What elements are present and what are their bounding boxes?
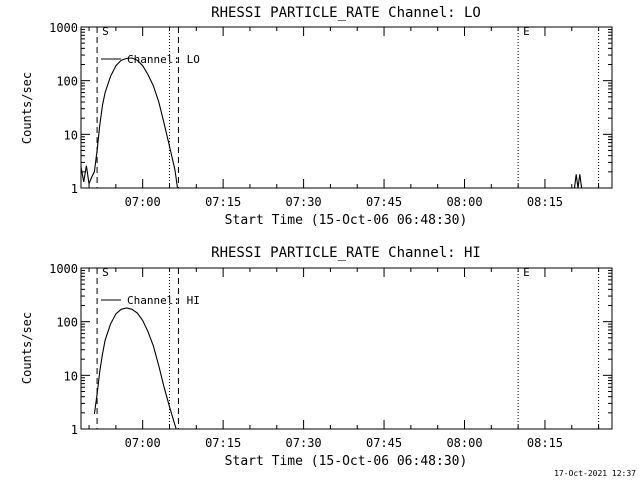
y-tick-label: 10 bbox=[64, 369, 78, 383]
y-axis-label: Counts/sec bbox=[20, 72, 34, 144]
x-tick-label: 07:15 bbox=[205, 195, 241, 209]
panel-lo: RHESSI PARTICLE_RATE Channel: LO Counts/… bbox=[20, 5, 613, 228]
y-tick-label: 1 bbox=[71, 182, 78, 196]
legend-label: Channel: HI bbox=[127, 294, 200, 307]
x-tick-label: 08:00 bbox=[446, 436, 482, 450]
x-axis-label: Start Time (15-Oct-06 06:48:30) bbox=[225, 454, 468, 469]
x-tick-label: 08:00 bbox=[446, 195, 482, 209]
x-tick-label: 07:30 bbox=[286, 436, 322, 450]
x-tick-label: 07:30 bbox=[286, 195, 322, 209]
time-marker-label: S bbox=[102, 266, 109, 279]
y-tick-label: 1 bbox=[71, 423, 78, 437]
x-tick-label: 08:15 bbox=[527, 195, 563, 209]
y-tick-label: 100 bbox=[56, 75, 78, 89]
footer-timestamp: 17-Oct-2021 12:37 bbox=[554, 469, 636, 478]
chart-title: RHESSI PARTICLE_RATE Channel: LO bbox=[211, 5, 481, 21]
plot-area-hi: 1 10 100 1000 07:00 07:15 07:30 07:45 08:00 08:15… bbox=[49, 262, 613, 450]
x-tick-label: 07:45 bbox=[366, 195, 402, 209]
time-marker-label: E bbox=[523, 25, 530, 38]
y-axis-label: Counts/sec bbox=[20, 312, 34, 384]
x-axis-label: Start Time (15-Oct-06 06:48:30) bbox=[225, 213, 468, 228]
x-tick-label: 07:15 bbox=[205, 436, 241, 450]
plot-area-lo: 1 10 100 1000 07:00 07:15 07:30 07:45 08:00 08:15… bbox=[49, 21, 613, 209]
y-tick-label: 1000 bbox=[49, 262, 78, 276]
y-tick-label: 10 bbox=[64, 128, 78, 142]
chart-title: RHESSI PARTICLE_RATE Channel: HI bbox=[211, 245, 481, 261]
time-marker-label: S bbox=[102, 25, 109, 38]
y-tick-label: 1000 bbox=[49, 21, 78, 35]
series-line bbox=[93, 307, 177, 430]
plot-frame bbox=[80, 26, 613, 189]
y-tick-label: 100 bbox=[56, 316, 78, 330]
series-line bbox=[573, 174, 583, 189]
legend-label: Channel: LO bbox=[127, 53, 200, 66]
x-tick-label: 07:00 bbox=[125, 195, 161, 209]
x-tick-label: 08:15 bbox=[527, 436, 563, 450]
time-marker-label: E bbox=[523, 266, 530, 279]
plot-frame bbox=[80, 267, 613, 430]
x-tick-label: 07:00 bbox=[125, 436, 161, 450]
panel-hi: RHESSI PARTICLE_RATE Channel: HI Counts/… bbox=[20, 245, 613, 469]
x-tick-label: 07:45 bbox=[366, 436, 402, 450]
series-line bbox=[80, 57, 179, 189]
